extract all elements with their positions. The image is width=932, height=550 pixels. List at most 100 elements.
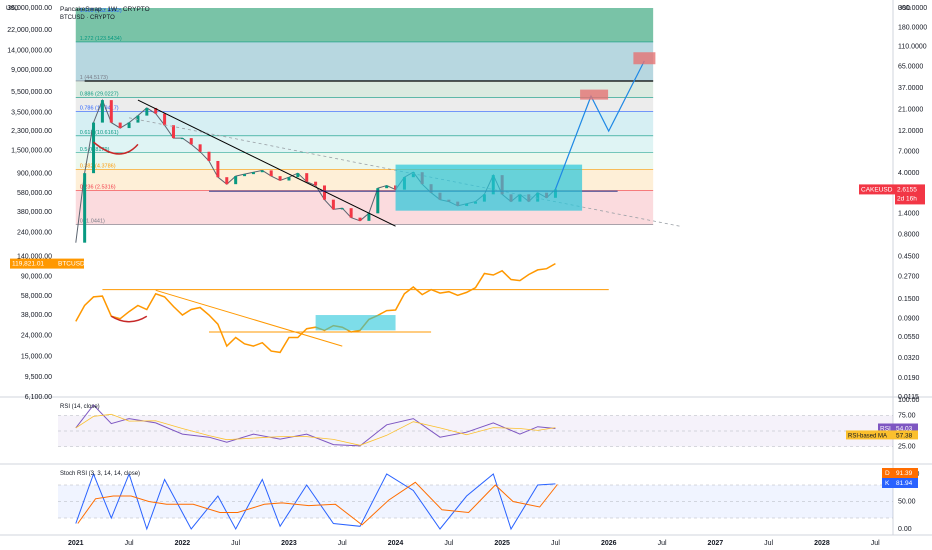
stoch-k-label-badge: [882, 478, 894, 488]
cake-candle: [136, 115, 140, 123]
x-axis-tick: Jul: [444, 540, 453, 547]
left-axis-tick: 240,000.00: [17, 229, 52, 236]
x-axis-tick: Jul: [658, 540, 667, 547]
cake-candle: [198, 144, 202, 152]
left-axis-tick: 38,000.00: [21, 312, 52, 319]
btc-price-text: 119,821.01: [12, 261, 44, 268]
cake-candle: [83, 173, 87, 243]
left-axis-tick: 90,000.00: [21, 273, 52, 280]
left-axis-tick: 14,000,000.00: [7, 47, 52, 54]
right-axis-tick: 7.0000: [898, 149, 920, 156]
right-axis-tick: 0.0115: [898, 394, 919, 401]
cake-symbol-text: CAKEUSD: [861, 186, 893, 193]
rsi-label-badge: [878, 423, 894, 434]
right-axis-tick: 0.0190: [898, 375, 920, 382]
cake-candle: [163, 113, 167, 126]
left-axis-tick: 2,300,000.00: [11, 128, 52, 135]
cake-candle: [305, 173, 309, 182]
left-axis-tick: 36,000,000.00: [7, 5, 52, 12]
rsi-value-badge: [894, 423, 918, 434]
stoch-k-line: [75, 472, 556, 531]
stoch-axis-tick: 50.00: [898, 499, 916, 506]
cake-arc-annotation: [93, 141, 139, 155]
fib-zone: [75, 80, 654, 98]
cake-candle: [340, 208, 344, 210]
x-axis-tick: 2026: [601, 540, 617, 547]
rsi-title: RSI (14, close): [60, 404, 100, 410]
cake-candle: [145, 107, 149, 116]
cake-candle: [118, 122, 122, 129]
stoch-d-line: [77, 481, 558, 526]
left-axis-tick: 380,000.00: [17, 209, 52, 216]
right-axis-tick: 1.4000: [898, 210, 920, 217]
right-axis-tick: 300.0000: [898, 5, 927, 12]
cake-candle: [234, 176, 238, 185]
chart-subtitle: BTCUSD · CRYPTO: [60, 15, 115, 21]
target-box: [633, 52, 656, 65]
cake-candle: [92, 122, 96, 174]
stoch-d-value-text: 91.39: [896, 470, 913, 477]
x-axis-tick: 2028: [814, 540, 830, 547]
right-axis-tick: 180.0000: [898, 25, 927, 32]
cake-candle: [349, 208, 353, 218]
left-axis-tick: 5,500,000.00: [11, 89, 52, 96]
x-axis-tick: Jul: [338, 540, 347, 547]
x-axis-tick: 2024: [388, 540, 404, 547]
fib-level-label: 0.886 (29.0227): [80, 91, 119, 97]
cake-symbol-badge: [859, 184, 895, 195]
rsi-ma-value-badge: [894, 430, 918, 440]
cake-candle: [260, 170, 264, 173]
cake-candle: [207, 151, 211, 161]
right-axis-tick: 4.0000: [898, 170, 920, 177]
right-axis-tick: 0.0900: [898, 315, 920, 322]
right-axis-tick: 0.0550: [898, 334, 920, 341]
cake-candle: [171, 125, 175, 139]
fib-zone: [75, 97, 654, 112]
fib-level-label: 0.382 (4.3786): [80, 164, 116, 170]
stoch-d-label-badge: [882, 468, 894, 478]
stoch-k-value-badge: [894, 478, 918, 488]
rsi-ma-label-badge: [846, 430, 894, 440]
left-currency-label: USD: [6, 6, 19, 12]
right-axis-tick: 0.4500: [898, 254, 920, 261]
cake-candle: [109, 100, 113, 123]
fib-level-label: 0 (1.0441): [80, 219, 105, 225]
cake-price-badge: [895, 184, 925, 205]
cake-candle: [154, 107, 158, 114]
cake-candle: [358, 217, 362, 221]
cake-candle: [225, 177, 229, 185]
stoch-d-label-text: D: [885, 470, 890, 477]
x-axis-tick: Jul: [125, 540, 134, 547]
rsi-line: [75, 404, 556, 447]
fib-level-label: 0.618 (10.6161): [80, 130, 119, 136]
cake-candle: [127, 122, 131, 129]
target-box: [580, 89, 609, 100]
x-axis-tick: 2027: [708, 540, 724, 547]
cake-candle: [251, 172, 255, 175]
left-axis-tick: 6,100.00: [25, 394, 52, 401]
right-axis-tick: 0.0320: [898, 355, 920, 362]
cake-candle: [180, 138, 184, 140]
right-axis-tick: 110.0000: [898, 43, 927, 50]
x-axis-tick: 2021: [68, 540, 84, 547]
btc-price-line: [75, 262, 556, 354]
left-axis-tick: 24,000.00: [21, 333, 52, 340]
cake-candle: [269, 170, 273, 177]
btc-price-badge: [10, 258, 84, 269]
stoch-d-value-badge: [894, 468, 918, 478]
rsi-value-text: 54.03: [896, 426, 913, 433]
x-axis-tick: Jul: [551, 540, 560, 547]
btc-downtrend-line: [155, 289, 343, 347]
right-axis-tick: 0.2700: [898, 273, 920, 280]
right-axis-tick: 37.0000: [898, 85, 923, 92]
right-currency-label: USD: [898, 6, 911, 12]
cake-downtrend-line: [137, 99, 396, 227]
rsi-label-text: RSI: [880, 426, 891, 433]
stoch-k-value-text: 81.94: [896, 480, 913, 487]
fib-zone: [75, 111, 654, 136]
left-axis-tick: 140,000.00: [17, 254, 52, 261]
fib-level-label: 1.272 (123.5434): [80, 36, 122, 42]
fib-zone: [75, 8, 654, 42]
